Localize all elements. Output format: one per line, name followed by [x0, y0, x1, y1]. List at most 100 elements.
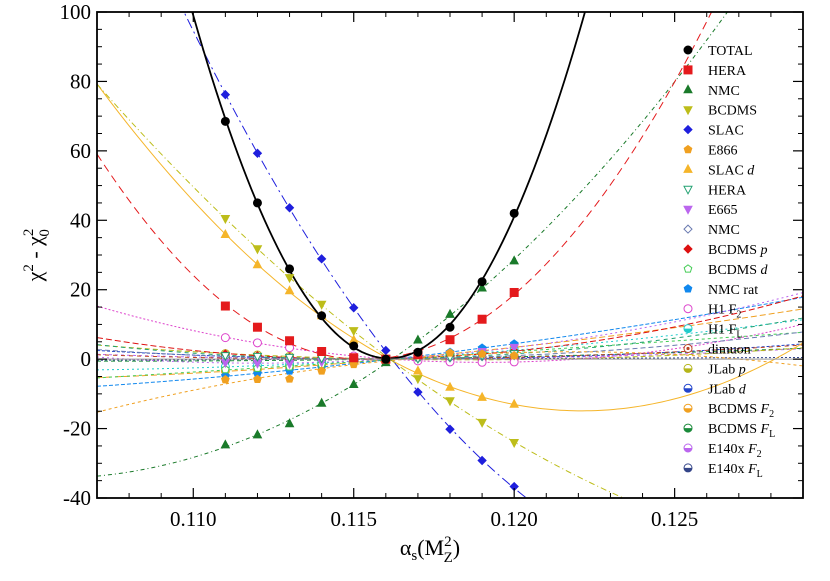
x-tick-label: 0.115 [330, 507, 376, 531]
legend-marker-13 [683, 304, 693, 314]
legend-label-italic: F [747, 462, 757, 477]
legend-label-main: HERA [708, 183, 747, 198]
legend-marker-4 [683, 124, 693, 135]
data-point-5-9 [509, 351, 519, 360]
legend-marker-0 [683, 45, 693, 55]
x-axis-label: αs(M2 Z) [400, 534, 460, 566]
data-point-4-3 [316, 254, 327, 264]
data-point-1-8 [477, 314, 487, 324]
legend-label-main: E866 [708, 144, 738, 159]
legend-marker-2 [683, 84, 693, 94]
x-axis-label-sup: 2 [444, 534, 452, 550]
fit-curve-11 [97, 331, 803, 379]
legend-label-sub: 2 [769, 409, 774, 420]
data-point-0-5 [381, 354, 391, 364]
y-tick-label: 80 [70, 69, 91, 93]
data-point-5-0 [220, 375, 230, 384]
y-axis-label-chi: χ [22, 271, 47, 282]
legend-label-italic: d [747, 163, 755, 178]
data-point-2-7 [445, 308, 455, 318]
fit-curve-20 [97, 348, 803, 360]
x-axis-label-main: α [400, 535, 412, 560]
legend-label-7: HERA [708, 183, 747, 198]
legend-label-10: BCDMS p [708, 243, 768, 258]
data-point-7-0 [220, 352, 231, 362]
data-markers [220, 89, 520, 492]
data-point-5-7 [445, 348, 455, 357]
data-point-0-2 [285, 264, 295, 274]
legend-label-sub: L [769, 429, 775, 440]
data-point-5-3 [317, 366, 327, 375]
legend-label-italic: p [738, 362, 746, 377]
data-point-4-4 [349, 303, 359, 313]
data-point-2-6 [413, 334, 423, 344]
y-axis-label-minus: - [22, 246, 47, 264]
data-point-3-2 [284, 274, 295, 284]
y-tick-label: 40 [70, 208, 91, 232]
data-point-13-1 [252, 338, 262, 348]
legend-label-main: E140x [708, 462, 748, 477]
legend-marker-9 [683, 224, 693, 234]
legend-marker-8 [683, 205, 693, 215]
fit-curve-1 [97, 12, 713, 360]
legend-label-main: NMC [708, 84, 740, 99]
legend-marker-15-dot [686, 346, 690, 351]
legend-label-18: BCDMS F2 [708, 402, 774, 420]
legend-label-main: NMC rat [708, 283, 758, 298]
data-point-6-6 [413, 365, 423, 375]
legend-label-14: H1 FL [708, 323, 743, 341]
legend-label-italic: d [739, 382, 747, 397]
fit-curve-3 [97, 83, 625, 498]
data-point-4-7 [445, 424, 455, 434]
data-point-0-6 [413, 347, 423, 357]
fit-curve-17 [97, 343, 803, 360]
legend-label-12: NMC rat [708, 283, 758, 298]
legend-label-15: dimuon [708, 343, 751, 358]
legend-marker-7 [683, 185, 693, 195]
data-point-2-1 [252, 429, 263, 439]
data-point-1-2 [285, 336, 295, 346]
y-tick-label: 60 [70, 139, 91, 163]
data-point-0-0 [220, 116, 230, 126]
y-axis-label-sup0: 2 [21, 229, 37, 237]
legend-label-6: SLAC d [708, 163, 755, 178]
y-tick-label: -20 [63, 417, 91, 441]
fit-curve-13 [97, 305, 803, 363]
legend-marker-3 [683, 106, 693, 116]
legend-label-main: SLAC [708, 124, 744, 139]
data-point-1-1 [252, 322, 262, 332]
legend-marker-14-fill [684, 328, 692, 333]
legend-label-main: BCDMS [708, 402, 761, 417]
legend-label-sub: L [736, 330, 742, 341]
fit-curves [97, 12, 803, 498]
legend-marker-12 [683, 284, 693, 293]
data-point-4-2 [284, 203, 295, 213]
legend-label-main: BCDMS [708, 263, 761, 278]
legend-label-italic: F [760, 402, 770, 417]
y-axis-label-sub0: 0 [37, 229, 53, 237]
legend-label-italic: p [760, 243, 768, 258]
data-point-7-2 [284, 353, 295, 363]
data-point-5-1 [253, 374, 262, 384]
data-point-4-6 [413, 387, 423, 397]
fit-curve-4 [183, 12, 528, 498]
data-point-5-8 [477, 349, 487, 358]
legend-label-main: BCDMS [708, 422, 761, 437]
x-tick-label: 0.110 [170, 507, 216, 531]
data-point-2-0 [220, 439, 231, 449]
data-point-6-1 [252, 259, 263, 269]
legend-label-sub: L [757, 469, 763, 480]
legend-marker-18-fill [684, 408, 692, 413]
data-point-0-8 [477, 277, 487, 287]
legend-marker-5 [683, 144, 693, 154]
legend-label-19: BCDMS FL [708, 422, 775, 440]
legend-label-main: E665 [708, 203, 738, 218]
legend-label-5: E866 [708, 144, 738, 159]
data-point-3-3 [316, 300, 327, 310]
data-point-1-7 [445, 335, 455, 345]
legend-label-11: BCDMS d [708, 263, 769, 278]
data-point-1-9 [509, 287, 519, 297]
legend-label-main: H1 F [708, 323, 737, 338]
data-point-6-2 [284, 285, 295, 295]
